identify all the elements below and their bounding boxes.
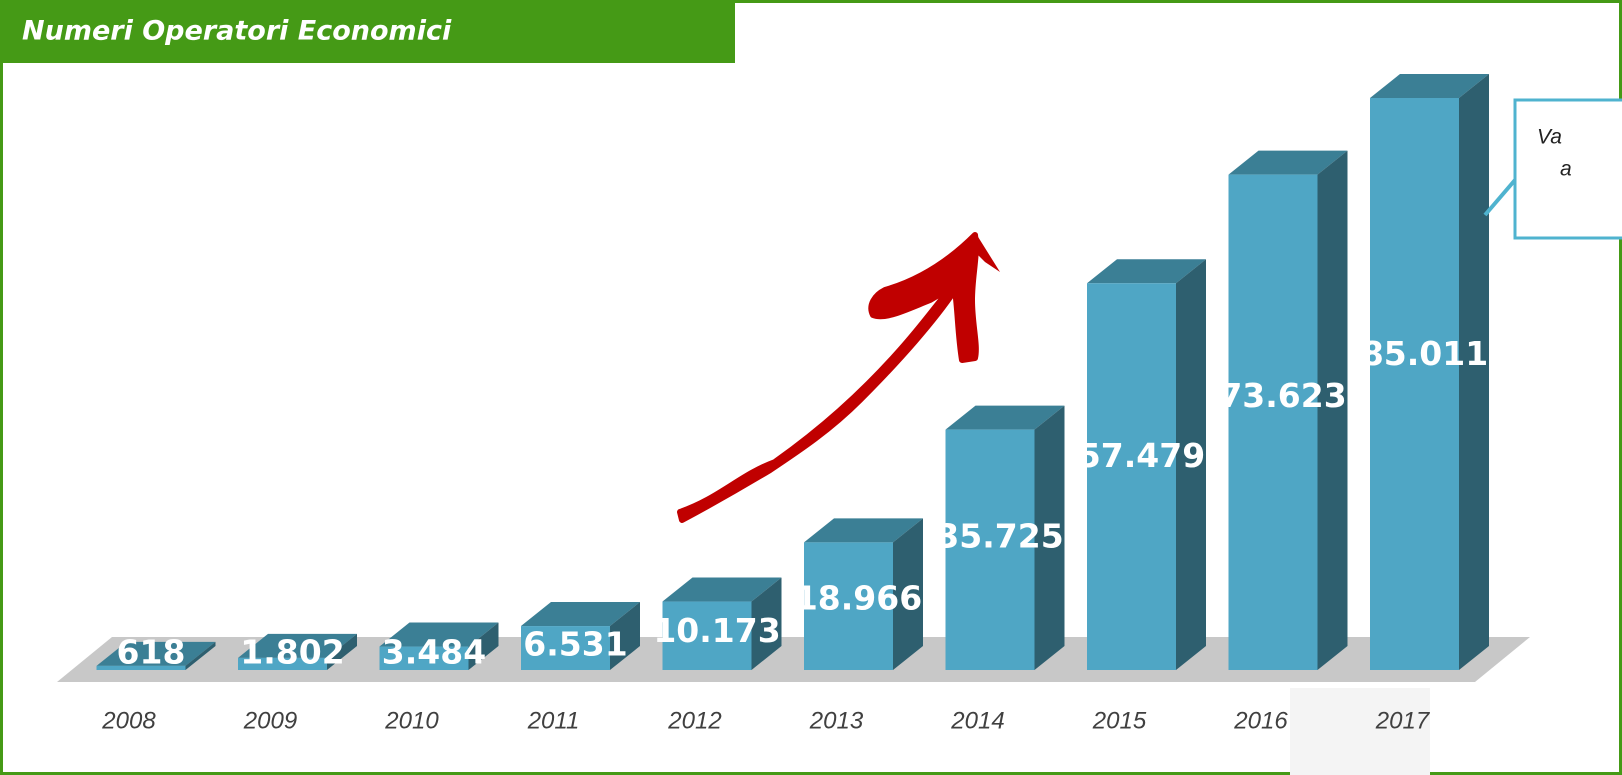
shadow (1290, 688, 1430, 775)
bar-side (751, 577, 782, 670)
x-tick-label: 2014 (950, 707, 1004, 734)
value-label: 35.725 (936, 516, 1063, 555)
value-label: 57.479 (1078, 436, 1205, 475)
callout-pointer (1483, 178, 1517, 217)
x-tick-label: 2009 (243, 707, 297, 734)
value-label: 85.011 (1361, 334, 1488, 373)
bar (521, 626, 610, 670)
bar (804, 542, 893, 670)
title-banner (0, 0, 735, 63)
bar-side (1459, 74, 1489, 670)
bar-top (1370, 74, 1489, 98)
bar-side (1034, 405, 1065, 670)
bar-side (1176, 259, 1206, 670)
bar-top (521, 602, 640, 627)
x-tick-label: 2012 (667, 707, 721, 734)
bar-side (468, 622, 499, 670)
bar-top (96, 641, 216, 666)
x-tick-label: 2016 (1233, 707, 1288, 734)
bar-top (662, 577, 782, 602)
bar-side (185, 641, 216, 670)
x-tick-label: 2013 (809, 707, 864, 734)
bar (238, 657, 327, 670)
bar-top (945, 405, 1065, 430)
bar-side (610, 602, 640, 670)
bar-top (1228, 150, 1348, 175)
bar-side (1317, 150, 1348, 670)
value-label: 3.484 (382, 633, 486, 672)
value-label: 618 (117, 633, 186, 672)
bar-side (327, 633, 357, 670)
bar-top (379, 622, 499, 647)
bar-top (804, 518, 923, 543)
x-tick-label: 2010 (384, 707, 439, 734)
bar-side (893, 518, 923, 670)
x-tick-label: 2011 (527, 707, 580, 734)
bar (1228, 174, 1318, 670)
arrow-head (965, 232, 1000, 272)
bar (96, 665, 186, 670)
bar (1370, 98, 1459, 670)
value-label: 1.802 (240, 633, 344, 672)
bars (96, 74, 1489, 670)
bar (662, 601, 752, 670)
x-tick-label: 2017 (1375, 707, 1431, 734)
chart-title: Numeri Operatori Economici (22, 16, 452, 47)
callout-text: a (1560, 158, 1572, 181)
bar (1087, 283, 1176, 670)
x-tick-label: 2015 (1092, 707, 1147, 734)
value-label: 73.623 (1219, 376, 1346, 415)
value-label: 18.966 (795, 578, 922, 617)
bar-top (238, 633, 357, 658)
callout-text: Va (1537, 126, 1562, 149)
bar (945, 429, 1035, 670)
callout-box (1513, 98, 1622, 240)
bar-top (1087, 259, 1206, 284)
value-label: 10.173 (653, 611, 780, 650)
bar (379, 646, 469, 670)
value-label: 6.531 (523, 624, 627, 663)
x-tick-label: 2008 (101, 707, 156, 734)
